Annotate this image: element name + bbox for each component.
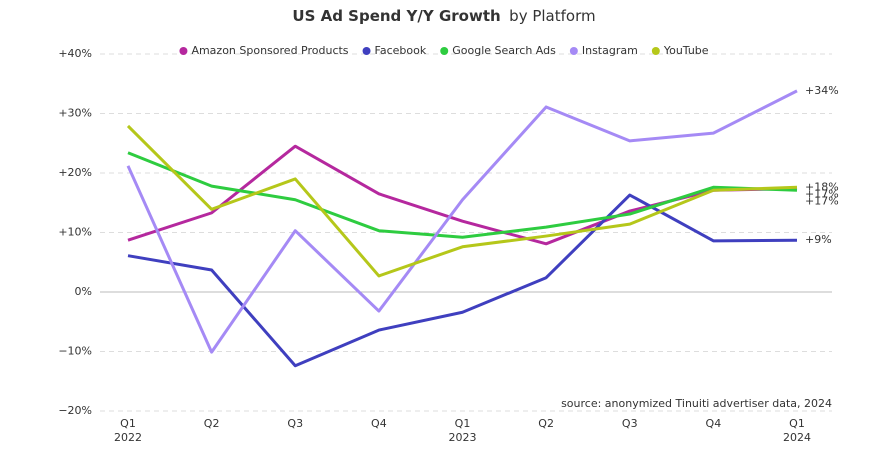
source-note: source: anonymized Tinuiti advertiser da… [561, 397, 832, 410]
legend-marker [179, 47, 188, 55]
chart-title-group: US Ad Spend Y/Y Growth by Platform [292, 7, 595, 25]
legend-marker [651, 47, 660, 55]
series-line [127, 144, 798, 246]
x-tick-year: 2022 [114, 431, 142, 444]
x-tick-label: Q2 [204, 417, 220, 430]
x-tick-label: Q4 [371, 417, 387, 430]
chart-subtitle: by Platform [509, 7, 595, 25]
y-tick-label: +20% [58, 166, 92, 179]
legend-label: Amazon Sponsored Products [191, 44, 348, 57]
x-tick-label: Q1 [455, 417, 471, 430]
y-tick-label: +10% [58, 226, 92, 239]
legend-marker [569, 47, 578, 55]
x-tick-label: Q3 [287, 417, 303, 430]
legend: Amazon Sponsored Products Facebook Google … [179, 44, 709, 57]
legend-label: Facebook [375, 44, 427, 57]
series-line [127, 193, 798, 368]
x-tick-label: Q1 [789, 417, 805, 430]
x-tick-label: Q3 [622, 417, 638, 430]
value-label: +17% [805, 187, 839, 200]
x-tick-year: 2024 [783, 431, 811, 444]
series-line [126, 89, 798, 354]
legend-marker [440, 47, 449, 55]
x-tick-label: Q1 [120, 417, 136, 430]
value-label: +17% [805, 194, 839, 207]
y-tick-label: +30% [58, 107, 92, 120]
legend-label: Instagram [582, 44, 638, 57]
series-line [126, 124, 798, 278]
y-tick-label: −10% [58, 345, 92, 358]
legend-label: YouTube [663, 44, 709, 57]
x-tick-label: Q2 [538, 417, 554, 430]
value-label: +18% [805, 180, 839, 193]
chart-title: US Ad Spend Y/Y Growth [292, 7, 500, 25]
value-label: +34% [805, 84, 839, 97]
x-tick-label: Q4 [706, 417, 722, 430]
series-line [127, 151, 798, 239]
x-tick-year: 2023 [449, 431, 477, 444]
y-tick-label: +40% [58, 47, 92, 60]
legend-label: Google Search Ads [452, 44, 556, 57]
value-label: +9% [805, 233, 832, 246]
y-tick-label: 0% [75, 285, 92, 298]
legend-marker [362, 47, 371, 55]
y-tick-label: −20% [58, 404, 92, 417]
